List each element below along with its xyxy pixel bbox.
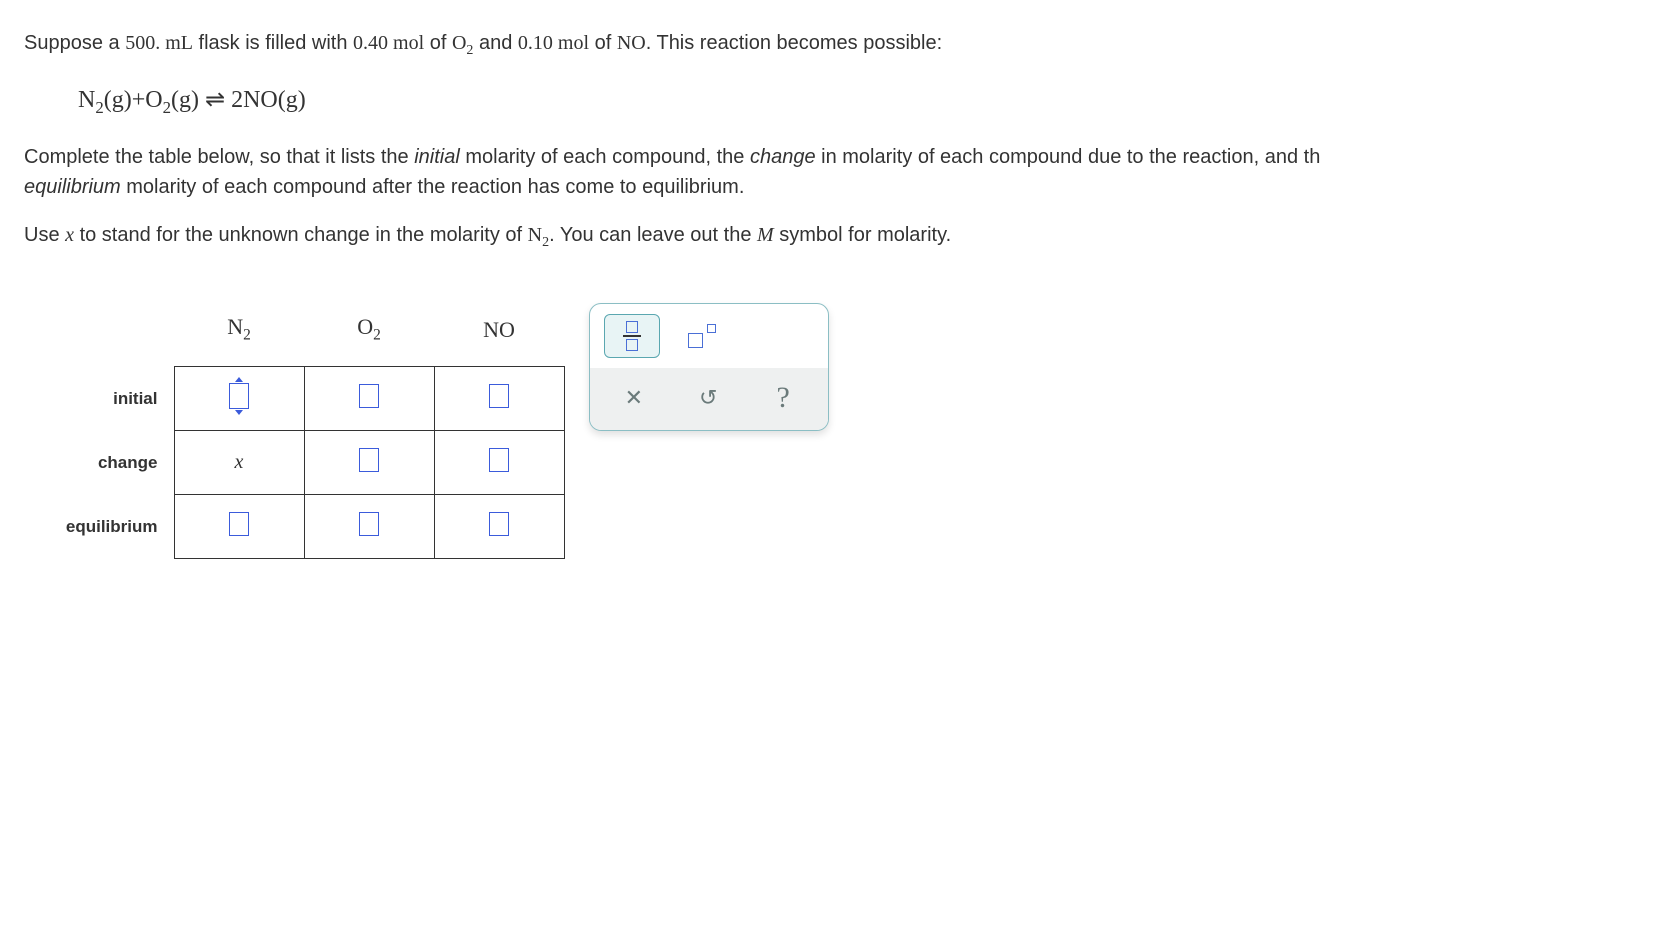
instruction-2: Use x to stand for the unknown change in… — [24, 220, 1646, 253]
help-icon: ? — [776, 381, 789, 415]
phase: (g) — [278, 87, 306, 113]
col-n2: N2 — [174, 303, 304, 367]
t: molarity of each compound, the — [460, 146, 750, 168]
value-x: x — [235, 451, 244, 473]
input-box-icon — [359, 512, 379, 536]
t: symbol for molarity. — [774, 224, 951, 246]
t: . This reaction becomes possible: — [646, 32, 942, 54]
input-box-icon — [489, 448, 509, 472]
col-no: NO — [434, 303, 564, 367]
phase: (g) — [104, 87, 132, 113]
sub: 2 — [243, 327, 251, 344]
sub: 2 — [163, 98, 171, 117]
amount-no: 0.10 mol — [518, 32, 589, 54]
t: to stand for the unknown change in the m… — [74, 224, 528, 246]
t: Use — [24, 224, 65, 246]
clear-button[interactable]: ✕ — [606, 380, 662, 416]
input-box-icon — [229, 512, 249, 536]
undo-icon: ↻ — [699, 385, 717, 411]
sub: 2 — [95, 98, 103, 117]
ice-table: N2 O2 NO initial change x equilibrium — [24, 303, 565, 560]
t: O — [357, 314, 373, 339]
o: O — [145, 87, 162, 113]
input-active-icon — [229, 383, 249, 409]
input-box-icon — [489, 384, 509, 408]
reaction-equation: N2(g)+O2(g) ⇌ 2NO(g) — [78, 85, 1646, 118]
input-box-icon — [359, 448, 379, 472]
fraction-button[interactable] — [604, 314, 660, 358]
cell-eq-no[interactable] — [434, 495, 564, 559]
row-equilibrium-label: equilibrium — [24, 495, 174, 559]
cell-initial-no[interactable] — [434, 367, 564, 431]
input-box-icon — [489, 512, 509, 536]
close-icon: ✕ — [625, 385, 643, 411]
t: of — [589, 32, 617, 54]
amount-o2: 0.40 mol — [353, 32, 424, 54]
n: N — [78, 87, 95, 113]
species-no: NO — [617, 32, 646, 54]
t: . You can leave out the — [549, 224, 757, 246]
var-x: x — [65, 224, 74, 246]
sub: 2 — [373, 327, 381, 344]
cell-change-no[interactable] — [434, 431, 564, 495]
input-box-icon — [359, 384, 379, 408]
t: Complete the table below, so that it lis… — [24, 146, 414, 168]
species-o: O — [452, 32, 466, 54]
word-change: change — [750, 146, 816, 168]
plus: + — [132, 87, 146, 113]
t: molarity of each compound after the reac… — [121, 176, 745, 198]
t: flask is filled with — [193, 32, 353, 54]
superscript-icon — [688, 324, 716, 348]
row-change-label: change — [24, 431, 174, 495]
t: of — [424, 32, 452, 54]
equilibrium-arrow: ⇌ — [205, 87, 225, 113]
no: NO — [243, 87, 278, 113]
phase: (g) — [171, 87, 199, 113]
word-initial: initial — [414, 146, 460, 168]
fraction-icon — [623, 321, 641, 351]
cell-initial-o2[interactable] — [304, 367, 434, 431]
row-initial-label: initial — [24, 367, 174, 431]
cell-initial-n2[interactable] — [174, 367, 304, 431]
t: Suppose a — [24, 32, 125, 54]
cell-eq-o2[interactable] — [304, 495, 434, 559]
word-equilibrium: equilibrium — [24, 176, 121, 198]
col-o2: O2 — [304, 303, 434, 367]
n: N — [528, 224, 542, 246]
t: in molarity of each compound due to the … — [816, 146, 1321, 168]
coef: 2 — [231, 87, 243, 113]
t: NO — [483, 317, 515, 342]
cell-change-n2[interactable]: x — [174, 431, 304, 495]
var-m: M — [757, 224, 774, 246]
undo-button[interactable]: ↻ — [680, 380, 736, 416]
superscript-button[interactable] — [674, 314, 730, 358]
instruction-1: Complete the table below, so that it lis… — [24, 142, 1646, 202]
help-button[interactable]: ? — [755, 380, 811, 416]
intro-text: Suppose a 500. mL flask is filled with 0… — [24, 28, 1646, 61]
cell-change-o2[interactable] — [304, 431, 434, 495]
corner-blank — [24, 303, 174, 367]
cell-eq-n2[interactable] — [174, 495, 304, 559]
t: and — [473, 32, 517, 54]
tool-palette: ✕ ↻ ? — [589, 303, 829, 431]
t: N — [227, 314, 243, 339]
volume: 500. mL — [125, 32, 193, 54]
